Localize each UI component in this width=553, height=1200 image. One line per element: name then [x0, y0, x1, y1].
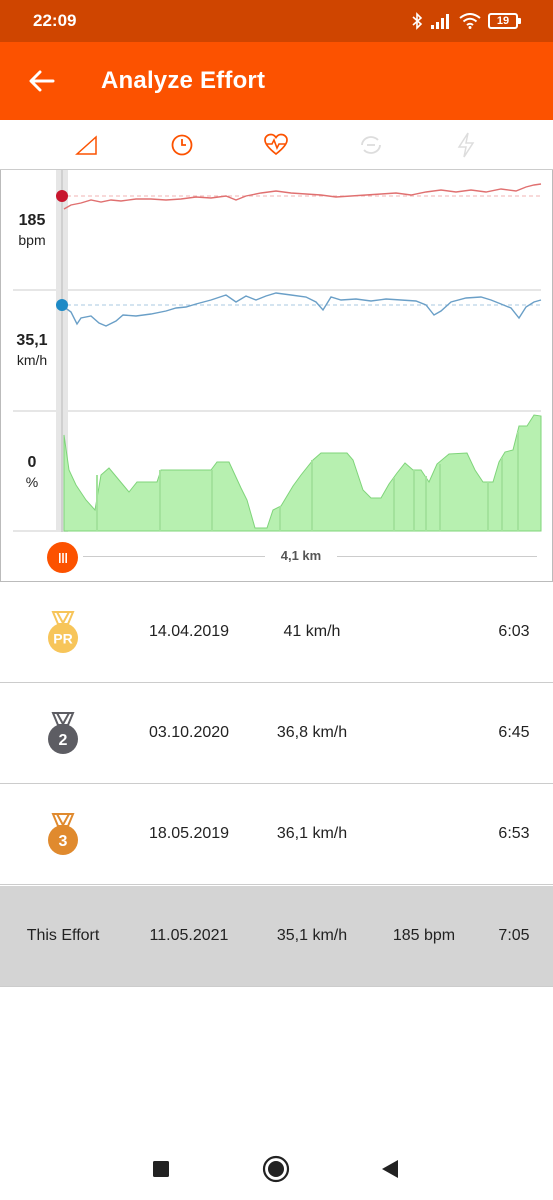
metric-tabs: [0, 120, 553, 170]
back-button[interactable]: [12, 51, 72, 111]
effort-speed: 41 km/h: [283, 623, 341, 640]
home-button[interactable]: [261, 1154, 291, 1184]
speed-value: 35,1: [16, 332, 48, 349]
clock-icon: [171, 134, 193, 155]
slider-distance: 4,1 km: [280, 548, 322, 563]
pr-medal-label: PR: [53, 631, 72, 647]
heart-rate-icon: [264, 133, 289, 155]
speed-unit: km/h: [16, 352, 48, 368]
effort-row-this[interactable]: This Effort 11.05.2021 35,1 km/h 185 bpm…: [0, 886, 553, 987]
effort-time: 6:53: [498, 825, 530, 842]
bluetooth-icon: [412, 12, 423, 30]
heart-rate-value: 185: [18, 212, 46, 229]
battery-level: 19: [488, 13, 518, 29]
heart-rate-axis-label: 185 bpm: [1, 212, 63, 248]
grade-axis-label: 0 %: [1, 454, 63, 490]
battery-icon: 19: [488, 13, 521, 29]
elevation-icon: [75, 134, 98, 155]
heart-rate-marker: [56, 190, 68, 202]
grip-icon: [58, 552, 67, 563]
effort-speed: 35,1 km/h: [276, 927, 348, 944]
effort-hr: [380, 683, 468, 783]
effort-row-pr[interactable]: PR 14.04.2019 41 km/h 6:03: [0, 582, 553, 683]
slider-handle[interactable]: [47, 542, 78, 573]
effort-date: 03.10.2020: [148, 724, 230, 741]
cadence-icon: [361, 135, 381, 154]
tab-time[interactable]: [152, 122, 212, 168]
status-icons: 19: [411, 12, 521, 30]
heart-rate-line: [63, 183, 542, 210]
speed-axis-label: 35,1 km/h: [1, 332, 63, 368]
grade-value: 0: [27, 454, 37, 471]
pr-medal-icon: PR: [47, 611, 78, 653]
app-bar: Analyze Effort: [0, 42, 553, 120]
effort-date: 14.04.2019: [148, 623, 230, 640]
recent-apps-icon: [153, 1161, 169, 1177]
effort-chart: 185 bpm 35,1 km/h 0 % 4,1 km: [0, 170, 553, 582]
effort-row-second[interactable]: 2 03.10.2020 36,8 km/h 6:45: [0, 683, 553, 784]
grade-area: [63, 414, 542, 532]
effort-date: 11.05.2021: [149, 927, 229, 944]
status-bar: 22:09 19: [0, 0, 553, 42]
this-effort-label: This Effort: [26, 927, 100, 944]
heart-rate-unit: bpm: [18, 232, 46, 248]
system-nav-bar: [0, 1136, 553, 1200]
page-title: Analyze Effort: [101, 67, 266, 94]
wifi-icon: [459, 13, 481, 29]
grade-unit: %: [25, 474, 39, 490]
effort-hr: [380, 582, 468, 682]
effort-time: 6:03: [498, 623, 530, 640]
third-place-medal-icon: 3: [47, 813, 78, 855]
effort-speed: 36,8 km/h: [276, 724, 348, 741]
second-place-medal-icon: 2: [47, 712, 78, 754]
effort-time: 6:45: [498, 724, 530, 741]
home-icon: [262, 1155, 290, 1183]
tab-cadence[interactable]: [341, 122, 401, 168]
power-icon: [457, 132, 475, 157]
speed-line: [63, 292, 542, 327]
chart-plot: [13, 170, 542, 532]
tab-heart-rate[interactable]: [246, 122, 306, 168]
nav-back-button[interactable]: [375, 1154, 405, 1184]
status-time: 22:09: [33, 11, 77, 30]
effort-hr: [380, 784, 468, 884]
tab-elevation[interactable]: [57, 122, 117, 168]
speed-marker: [56, 299, 68, 311]
effort-time: 7:05: [498, 927, 530, 944]
recent-apps-button[interactable]: [146, 1154, 176, 1184]
effort-date: 18.05.2019: [148, 825, 230, 842]
arrow-left-icon: [29, 70, 55, 92]
third-medal-label: 3: [58, 833, 67, 850]
second-medal-label: 2: [58, 732, 67, 749]
back-icon: [382, 1160, 398, 1178]
signal-icon: [431, 14, 449, 29]
effort-speed: 36,1 km/h: [276, 825, 348, 842]
distance-slider[interactable]: 4,1 km: [1, 532, 552, 582]
effort-hr: 185 bpm: [392, 927, 456, 944]
effort-row-third[interactable]: 3 18.05.2019 36,1 km/h 6:53: [0, 784, 553, 885]
tab-power[interactable]: [436, 122, 496, 168]
